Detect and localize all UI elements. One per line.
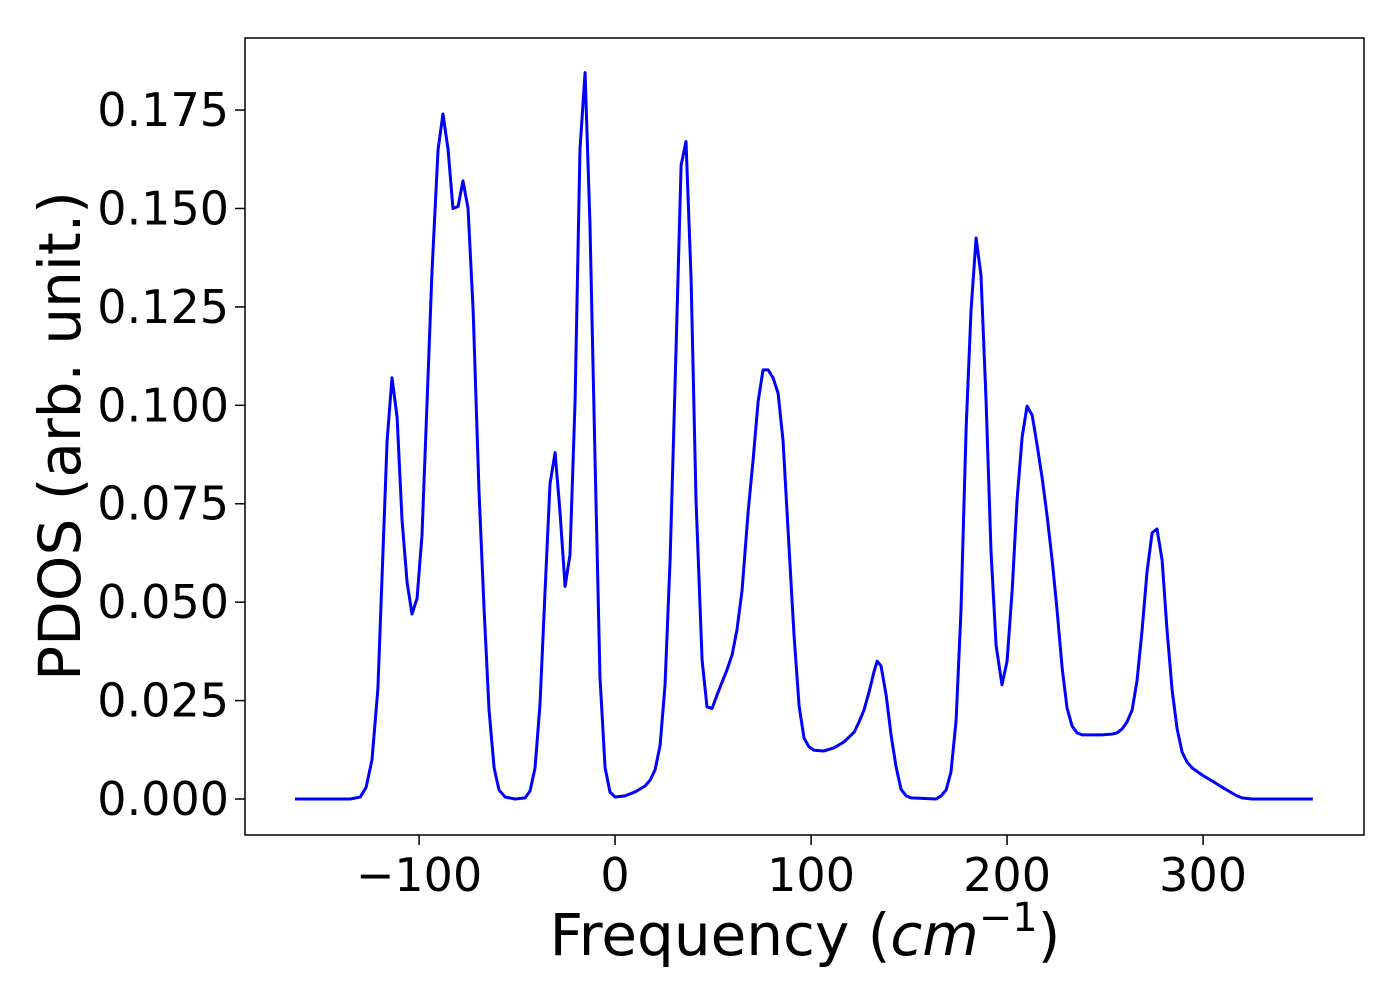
x-tick-label: −100 [356,848,482,902]
x-tick-label: 0 [600,848,629,902]
plot-frame [244,37,1365,836]
x-label-unit: cm [890,901,978,969]
y-axis-label: PDOS (arb. unit.) [26,191,94,681]
y-tick-label: 0.025 [97,674,229,728]
y-tick-label: 0.050 [97,575,229,629]
y-tick-label: 0.075 [97,477,229,531]
x-tick-label: 200 [963,848,1051,902]
x-label-close: ) [1038,901,1061,969]
y-tick-label: 0.000 [97,772,229,826]
x-axis-label: Frequency (cm−1) [550,895,1061,969]
y-tick-label: 0.150 [97,181,229,235]
y-tick-label: 0.175 [97,83,229,137]
x-label-exponent: −1 [979,895,1038,941]
x-label-text: Frequency ( [550,901,891,969]
pdos-line [294,71,1313,801]
x-tick-label: 300 [1159,848,1247,902]
y-tick-label: 0.125 [97,280,229,334]
x-tick-label: 100 [767,848,855,902]
y-tick-label: 0.100 [97,378,229,432]
